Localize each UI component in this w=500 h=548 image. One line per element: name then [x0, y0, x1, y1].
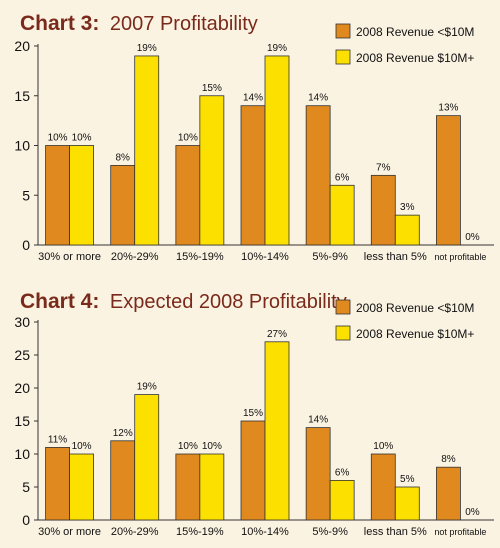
chart-4-title-text: Expected 2008 Profitability	[110, 291, 347, 313]
chart-4-data-label: 10%	[202, 441, 222, 452]
chart-3-legend-label-2: 2008 Revenue $10M+	[356, 51, 474, 65]
chart-4-y-tick-label: 25	[14, 347, 30, 363]
chart-4-data-label: 0%	[465, 507, 480, 518]
chart-3-bar-30-or-more-series-2	[69, 145, 94, 246]
chart-3-data-label: 10%	[72, 133, 92, 144]
chart-3-category-label: 30% or more	[38, 251, 101, 263]
chart-4-bar-30-or-more-series-2	[69, 453, 94, 521]
chart-4-legend-label-2: 2008 Revenue $10M+	[356, 327, 474, 341]
chart-4-data-label: 12%	[113, 428, 133, 439]
chart-4-bar-15-19-series-2	[199, 453, 225, 521]
chart-3-category-label: less than 5%	[364, 251, 427, 263]
chart-3-bar-10-14-series-2	[264, 55, 290, 246]
chart-4-data-label: 14%	[308, 415, 328, 426]
chart-3-bar-15-19-series-1	[175, 145, 201, 246]
chart-3-category-label: 10%-14%	[241, 251, 289, 263]
chart-4-data-label: 6%	[335, 467, 350, 478]
chart-3-title-text: 2007 Profitability	[110, 13, 258, 35]
chart-3-y-tick-label: 15	[14, 88, 30, 104]
chart-4-data-label: 15%	[243, 408, 263, 419]
chart-4-data-label: 11%	[48, 434, 67, 445]
chart-3-y-tick-label: 5	[22, 187, 30, 203]
chart-3-y-tick-label: 20	[14, 38, 30, 54]
chart-3-bar-less-than-5-series-1	[370, 174, 396, 246]
chart-3-data-label: 6%	[335, 172, 350, 183]
chart-4-bar-5-9-series-1	[305, 427, 331, 521]
chart-3-category-label: 20%-29%	[111, 251, 159, 263]
chart-4-data-label: 10%	[72, 441, 92, 452]
chart-4-category-label: 5%-9%	[312, 526, 348, 538]
chart-4-data-label: 8%	[441, 454, 456, 465]
chart-4-data-label: 5%	[400, 474, 415, 485]
chart-4-bar-less-than-5-series-2	[394, 486, 420, 521]
chart-3-category-label: not profitable	[434, 252, 486, 262]
chart-4-data-label: 10%	[178, 441, 198, 452]
chart-4-bar-20-29-series-2	[134, 394, 160, 521]
chart-3-bar-30-or-more-series-1	[45, 145, 70, 246]
chart-3-bar-15-19-series-2	[199, 95, 225, 246]
chart-3-data-label: 0%	[465, 232, 480, 243]
chart-4-bar-not-profitable-series-1	[436, 466, 461, 521]
chart-3-title: Chart 3: 2007 Profitability	[20, 12, 258, 35]
chart-4-bar-30-or-more-series-1	[45, 446, 70, 521]
chart-3-data-label: 3%	[400, 202, 415, 213]
chart-3-bar-less-than-5-series-2	[394, 214, 420, 246]
chart-4-bar-15-19-series-1	[175, 453, 201, 521]
chart-3-category-label: 15%-19%	[176, 251, 224, 263]
chart-4-bar-10-14-series-1	[240, 420, 266, 521]
chart-4-bar-less-than-5-series-1	[370, 453, 396, 521]
chart-3-y-tick-label: 0	[22, 237, 30, 253]
chart-3-legend-label-1: 2008 Revenue <$10M	[356, 25, 474, 39]
chart-4-plot: 0 5 10 15 20 25 30 11% 10% 30% or more 12% 19% 20%-2…	[14, 299, 494, 538]
chart-3-bar-20-29-series-2	[134, 55, 160, 246]
chart-4-category-label: less than 5%	[364, 526, 427, 538]
chart-4-y-tick-label: 5	[22, 479, 30, 495]
chart-4-category-label: 15%-19%	[176, 526, 224, 538]
chart-3-data-label: 7%	[376, 162, 391, 173]
chart-3-legend-swatch-1	[335, 23, 351, 39]
chart-3-data-label: 19%	[267, 43, 287, 54]
chart-4-bar-10-14-series-2	[264, 341, 290, 521]
chart-4-legend-label-1: 2008 Revenue <$10M	[356, 301, 474, 315]
chart-3-data-label: 15%	[202, 83, 222, 94]
chart-4-data-label: 27%	[267, 329, 287, 340]
chart-3-legend-swatch-2	[335, 49, 351, 65]
chart-4-y-tick-label: 20	[14, 380, 30, 396]
chart-4-title: Chart 4: Expected 2008 Profitability	[20, 290, 347, 313]
chart-3-data-label: 19%	[137, 43, 157, 54]
chart-4-category-label: not profitable	[434, 527, 486, 537]
chart-3-data-label: 13%	[438, 103, 458, 114]
chart-3-plot: 0 5 10 15 20 10% 10% 30% or more 8% 19% 20%-29% 10%…	[14, 23, 494, 263]
chart-3-category-label: 5%-9%	[312, 251, 348, 263]
chart-3: Chart 3: 2007 Profitability 0 5 10 15 20 10% 1…	[14, 12, 494, 263]
chart-3-title-prefix: Chart 3:	[20, 12, 99, 35]
chart-3-bar-10-14-series-1	[240, 105, 266, 246]
chart-3-bar-20-29-series-1	[110, 164, 136, 246]
chart-4-legend-swatch-2	[335, 325, 351, 341]
chart-3-data-label: 8%	[115, 152, 130, 163]
chart-4-data-label: 10%	[373, 441, 393, 452]
chart-3-data-label: 14%	[308, 93, 328, 104]
chart-3-bar-5-9-series-2	[329, 184, 355, 246]
chart-4: Chart 4: Expected 2008 Profitability 0 5 1…	[14, 290, 494, 538]
chart-3-y-tick-label: 10	[14, 138, 30, 154]
chart-4-bar-5-9-series-2	[329, 479, 355, 521]
chart-4-bar-20-29-series-1	[110, 440, 136, 521]
chart-4-title-prefix: Chart 4:	[20, 290, 99, 313]
chart-3-data-label: 10%	[48, 133, 68, 144]
chart-3-bar-not-profitable-series-1	[436, 115, 461, 246]
chart-4-data-label: 19%	[137, 382, 157, 393]
chart-3-bar-5-9-series-1	[305, 105, 331, 246]
chart-3-data-label: 10%	[178, 133, 198, 144]
chart-4-y-tick-label: 30	[14, 314, 30, 330]
chart-4-category-label: 30% or more	[38, 526, 101, 538]
chart-4-category-label: 20%-29%	[111, 526, 159, 538]
chart-4-y-tick-label: 0	[22, 512, 30, 528]
chart-3-data-label: 14%	[243, 93, 263, 104]
chart-4-y-tick-label: 15	[14, 413, 30, 429]
chart-4-category-label: 10%-14%	[241, 526, 289, 538]
chart-4-y-tick-label: 10	[14, 446, 30, 462]
chart-4-legend-swatch-1	[335, 299, 351, 315]
